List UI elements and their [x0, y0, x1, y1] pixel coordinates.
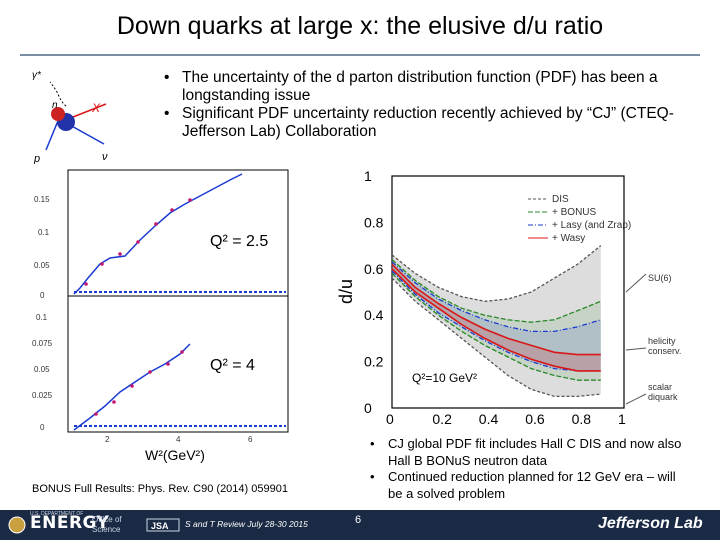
wasy-lower-line — [391, 268, 601, 372]
du-y-tick-label: 0.8 — [364, 214, 384, 230]
jefferson-lab-logo: Jefferson Lab — [598, 515, 703, 532]
bottom-panel-label: Q² = 4 — [210, 357, 255, 374]
du-y-tick-label: 1 — [364, 168, 372, 184]
y-tick-label: 0.05 — [34, 261, 50, 270]
lasy-lower-line — [391, 270, 601, 372]
top-bullet-list: The uncertainty of the d parton distribu… — [156, 69, 676, 141]
data-point — [166, 362, 170, 366]
dis-band — [392, 245, 601, 397]
du-y-tick-label: 0 — [364, 400, 372, 416]
data-point — [154, 222, 158, 226]
side-label: helicity — [648, 336, 676, 346]
doe-small-label: U.S. DEPARTMENT OF — [30, 511, 84, 517]
dis-upper-line — [391, 245, 602, 302]
bullet-item: Continued reduction planned for 12 GeV e… — [362, 469, 682, 502]
bonus-lower-line — [391, 272, 601, 381]
outgoing-nu-line — [67, 123, 105, 145]
x-tick-label: 6 — [248, 435, 253, 444]
side-arrow — [625, 393, 647, 405]
du-plot-frame — [391, 175, 625, 409]
y-tick-label: 0.05 — [34, 365, 50, 374]
page-title: Down quarks at large x: the elusive d/u … — [116, 12, 604, 40]
energy-logo: ENERGY — [30, 513, 110, 533]
office-of-science: Office of Science — [92, 515, 122, 534]
data-point — [188, 198, 192, 202]
bottom-panel-frame — [67, 295, 289, 433]
bonus-upper-line — [391, 259, 602, 323]
svg-text:JSA: JSA — [151, 521, 169, 531]
bullet-item: The uncertainty of the d parton distribu… — [156, 69, 676, 105]
diagram-label: γ* — [32, 70, 42, 81]
data-point — [94, 412, 98, 416]
data-point — [84, 282, 88, 286]
du-x-tick-label: 0.6 — [525, 411, 545, 427]
data-point — [118, 252, 122, 256]
doe-seal-icon — [8, 516, 26, 534]
wasy-band — [392, 264, 601, 371]
du-x-tick-label: 0.4 — [479, 411, 499, 427]
bullet-item: CJ global PDF fit includes Hall C DIS an… — [362, 436, 682, 469]
du-y-axis-label: d/u — [336, 279, 356, 304]
legend-entry: + Lasy (and Zrap) — [552, 220, 631, 231]
photon-line — [49, 81, 67, 107]
data-point — [136, 240, 140, 244]
jsa-logo-icon: JSA — [146, 518, 180, 532]
du-x-tick-label: 0.2 — [432, 411, 452, 427]
x-tick-label: 4 — [176, 435, 181, 444]
diagram-label: ν — [102, 151, 108, 163]
scattering-diagram: γ* n X p ν — [32, 70, 108, 164]
page-number: 6 — [355, 514, 362, 526]
top-panel-label: Q² = 2.5 — [210, 233, 268, 250]
legend-entry: + Wasy — [552, 233, 585, 244]
du-ratio-chart: 0 0.2 0.4 0.6 0.8 1 0 0.2 0.4 0.6 0.8 1 d/u DIS + B… — [336, 168, 681, 427]
diagram-label: X — [91, 101, 101, 115]
side-label: SU(6) — [648, 273, 672, 283]
footer-event: S and T Review July 28-30 2015 — [185, 519, 308, 529]
y-tick-label: 0.15 — [34, 195, 50, 204]
bullet-item: Significant PDF uncertainty reduction re… — [156, 105, 676, 141]
y-tick-label: 0.075 — [32, 339, 53, 348]
data-point — [170, 208, 174, 212]
legend-entry: + BONUS — [552, 207, 597, 218]
data-point — [100, 262, 104, 266]
data-point — [130, 384, 134, 388]
title-divider — [20, 54, 700, 56]
y-tick-label: 0 — [40, 423, 45, 432]
dis-lower-line — [391, 277, 601, 398]
footer-bar: U.S. DEPARTMENT OF ENERGY Office of Scie… — [0, 510, 720, 540]
top-fit-curve — [73, 173, 243, 295]
y-tick-label: 0 — [40, 291, 45, 300]
du-x-tick-label: 0 — [386, 411, 394, 427]
diagram-label: n — [52, 100, 58, 111]
side-label: scalar — [648, 382, 672, 392]
diagram-label: p — [33, 153, 40, 164]
lasy-upper-line — [391, 261, 601, 333]
side-label: diquark — [648, 392, 678, 402]
data-point — [112, 400, 116, 404]
bonus-plot: 0.15 0.1 0.05 0 0.1 0.075 0.05 0.025 0 2… — [32, 169, 289, 463]
du-y-tick-label: 0.6 — [364, 261, 384, 277]
x-tick-label: 2 — [105, 435, 110, 444]
wasy-upper-line — [391, 263, 601, 356]
y-tick-label: 0.1 — [38, 228, 50, 237]
side-label: conserv. — [648, 346, 681, 356]
x-axis-label: W²(GeV²) — [145, 447, 205, 463]
du-y-tick-label: 0.4 — [364, 307, 384, 323]
side-arrow — [625, 273, 647, 293]
reference-note: BONUS Full Results: Phys. Rev. C90 (2014… — [32, 483, 288, 495]
data-point — [180, 350, 184, 354]
y-tick-label: 0.1 — [36, 313, 48, 322]
du-x-tick-label: 0.8 — [572, 411, 592, 427]
proton-sphere — [51, 107, 65, 121]
du-y-tick-label: 0.2 — [364, 354, 384, 370]
lasy-band — [392, 261, 601, 371]
data-point — [148, 370, 152, 374]
du-x-tick-label: 1 — [618, 411, 626, 427]
du-annotation: Q²=10 GeV² — [412, 371, 477, 385]
legend-entry: DIS — [552, 194, 569, 205]
y-tick-label: 0.025 — [32, 391, 53, 400]
side-arrow — [625, 347, 647, 351]
side-bullet-list: CJ global PDF fit includes Hall C DIS an… — [362, 436, 682, 502]
outgoing-x-line — [67, 103, 107, 120]
